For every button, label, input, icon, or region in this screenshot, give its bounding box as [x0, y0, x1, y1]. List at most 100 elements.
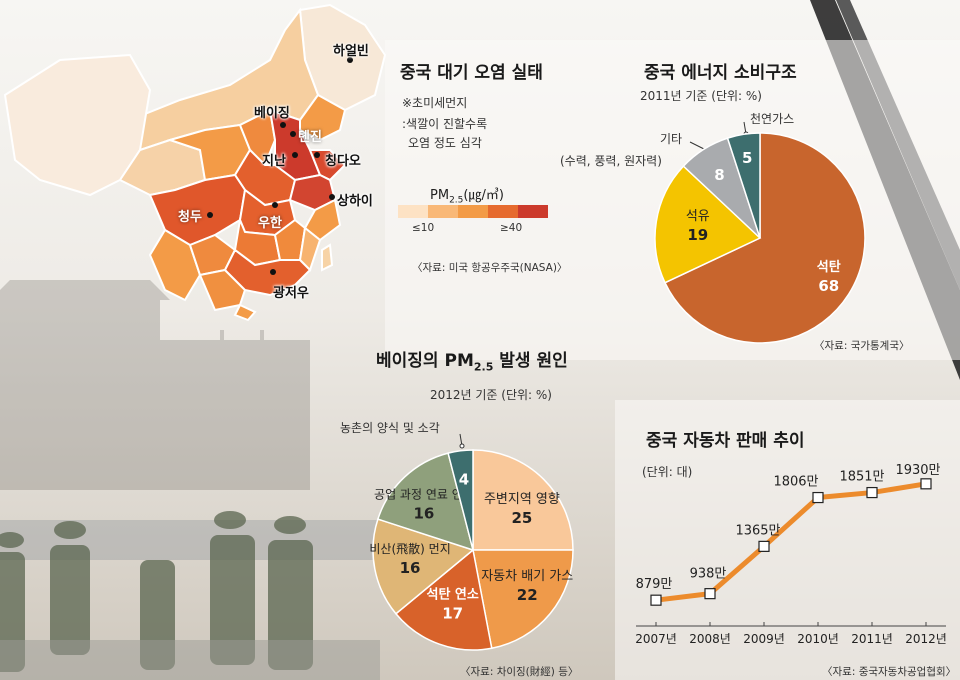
car-point-3 — [812, 491, 824, 504]
car-point-label-0: 879만 — [636, 577, 673, 592]
pm-scale-4 — [488, 205, 518, 218]
map-region-shanxi — [238, 108, 277, 167]
pm-slice-value-2: 17 — [442, 604, 463, 622]
pm-slice-value-1: 22 — [517, 586, 538, 604]
pm-slice-4 — [376, 452, 475, 552]
city-label-tianjin: 톈진 — [298, 130, 322, 145]
pm-slice-value-0: 25 — [511, 509, 532, 527]
energy-slice-0 — [663, 132, 866, 344]
beijing-pm-pie-chart: 주변지역 영향 25 자동차 배기 가스 22 석탄 연소 17 비산(飛散) 먼지 16 공업… — [369, 449, 574, 651]
pm-slice-value-3: 16 — [400, 559, 421, 577]
pm-scale-3 — [458, 205, 488, 218]
car-point-5 — [920, 478, 932, 490]
pm-legend-title: PM2.5(㎍/㎥) — [430, 184, 504, 206]
energy-slice-value-0: 68 — [818, 277, 839, 295]
pm-scale-1 — [398, 205, 428, 218]
beijing-pm-title-main: 베이징의 PM — [376, 351, 474, 371]
pm-legend-low: ≤10 — [412, 222, 435, 234]
wuhan-dot — [272, 202, 278, 208]
pm-slice-label-4: 공업 과정 연료 연소 — [374, 487, 474, 501]
car-x-tick-label-4: 2011년 — [851, 632, 893, 646]
pm-slice-value-5: 4 — [459, 471, 469, 489]
qingdao-dot — [314, 152, 320, 158]
energy-title: 중국 에너지 소비구조 — [644, 63, 797, 83]
city-label-harbin: 하얼빈 — [333, 44, 369, 59]
pm-slice-value-4: 16 — [413, 504, 434, 522]
energy-label-other: 기타 — [660, 132, 683, 146]
pm-slice-0 — [472, 449, 574, 551]
pm-scale-5 — [518, 205, 548, 218]
city-label-wuhan: 우한 — [258, 216, 282, 231]
pm-legend-title-main: PM — [430, 188, 450, 203]
pm-slice-2 — [394, 548, 493, 651]
map-region-guangdong — [223, 248, 312, 297]
car-x-tick-label-2: 2009년 — [743, 632, 785, 646]
beijing-pm-title: 베이징의 PM2.5 발생 원인 — [376, 346, 568, 373]
pm-slice-label-2: 석탄 연소 — [426, 586, 478, 602]
tianjin-dot — [290, 131, 296, 137]
map-region-zhejiang — [303, 198, 342, 242]
city-label-beijing: 베이징 — [254, 106, 290, 121]
map-note-1: ※초미세먼지 — [402, 96, 468, 110]
car-point-label-3: 1806만 — [773, 475, 818, 490]
city-label-jinan: 지난 — [262, 154, 286, 169]
pm-slice-5 — [447, 449, 474, 551]
beijing-dot — [280, 122, 286, 128]
map-note-2: :색깔이 진할수록 — [402, 117, 488, 131]
map-region-shandong — [308, 149, 347, 182]
car-x-tick-label-1: 2008년 — [689, 632, 731, 646]
pm-legend-scale — [398, 205, 548, 218]
beijing-pm-label-farm: 농촌의 양식 및 소각 — [340, 421, 440, 435]
guangzhou-dot — [270, 269, 276, 275]
car-point-2 — [758, 540, 770, 552]
energy-slice-3 — [726, 132, 761, 239]
beijing-pm-title-tail: 발생 원인 — [499, 351, 568, 371]
car-point-4 — [866, 486, 878, 499]
map-source: 〈자료: 미국 항공우주국(NASA)〉 — [412, 262, 568, 274]
car-point-0 — [650, 594, 662, 606]
energy-label-gas: 천연가스 — [750, 112, 795, 126]
cars-title: 중국 자동차 판매 추이 — [646, 431, 805, 451]
pm-slice-label-3: 비산(飛散) 먼지 — [369, 541, 450, 556]
car-point-label-4: 1851만 — [839, 470, 884, 485]
energy-label-other-sub: (수력, 풍력, 원자력) — [560, 154, 662, 168]
beijing-pm-source: 〈자료: 차이징(財經) 등〉 — [460, 666, 579, 678]
pm-slice-3 — [372, 518, 475, 615]
car-point-label-5: 1930만 — [895, 463, 940, 478]
china-pollution-map — [3, 3, 387, 322]
pm-scale-2 — [428, 205, 458, 218]
city-label-chengdu: 청두 — [178, 210, 202, 225]
city-label-shanghai: 상하이 — [337, 194, 373, 209]
chengdu-dot — [207, 212, 213, 218]
cars-unit: (단위: 대) — [642, 465, 693, 479]
car-x-tick-label-0: 2007년 — [635, 632, 677, 646]
car-point-label-1: 938만 — [690, 567, 727, 582]
pm-legend-high: ≥40 — [500, 222, 523, 234]
pm-slice-1 — [472, 549, 574, 650]
car-x-tick-label-3: 2010년 — [797, 632, 839, 646]
shanghai-dot — [329, 194, 335, 200]
energy-slice-label-0: 석탄 — [817, 259, 841, 275]
energy-slice-label-1: 석유 — [686, 209, 710, 224]
car-sales-line-chart: 2007년 2008년 2009년 2010년 2011년 2012년 879만 938만 13… — [635, 463, 947, 646]
map-title: 중국 대기 오염 실태 — [400, 63, 543, 83]
beijing-pm-subtitle: 2012년 기준 (단위: %) — [430, 388, 552, 402]
energy-slice-value-1: 19 — [687, 226, 708, 244]
pm-legend-title-unit: (㎍/㎥) — [463, 188, 504, 203]
city-label-qingdao: 칭다오 — [325, 154, 361, 169]
pm-slice-label-1: 자동차 배기 가스 — [481, 569, 573, 584]
energy-subtitle: 2011년 기준 (단위: %) — [640, 89, 762, 103]
map-region-taiwan — [321, 243, 334, 272]
car-x-tick-label-5: 2012년 — [905, 632, 947, 646]
pm-slice-label-0: 주변지역 영향 — [484, 492, 560, 507]
map-note-3: 오염 정도 심각 — [408, 136, 482, 150]
map-region-hainan — [233, 303, 257, 322]
energy-slice-1 — [654, 165, 762, 284]
car-point-1 — [704, 588, 716, 600]
pm-legend-title-sub: 2.5 — [449, 195, 464, 206]
car-series-line — [655, 481, 927, 603]
energy-pie-chart: 석탄 68 석유 19 85 — [654, 132, 866, 344]
cars-source: 〈자료: 중국자동차공업협회〉 — [822, 666, 957, 678]
beijing-pm-title-sub: 2.5 — [473, 360, 494, 374]
